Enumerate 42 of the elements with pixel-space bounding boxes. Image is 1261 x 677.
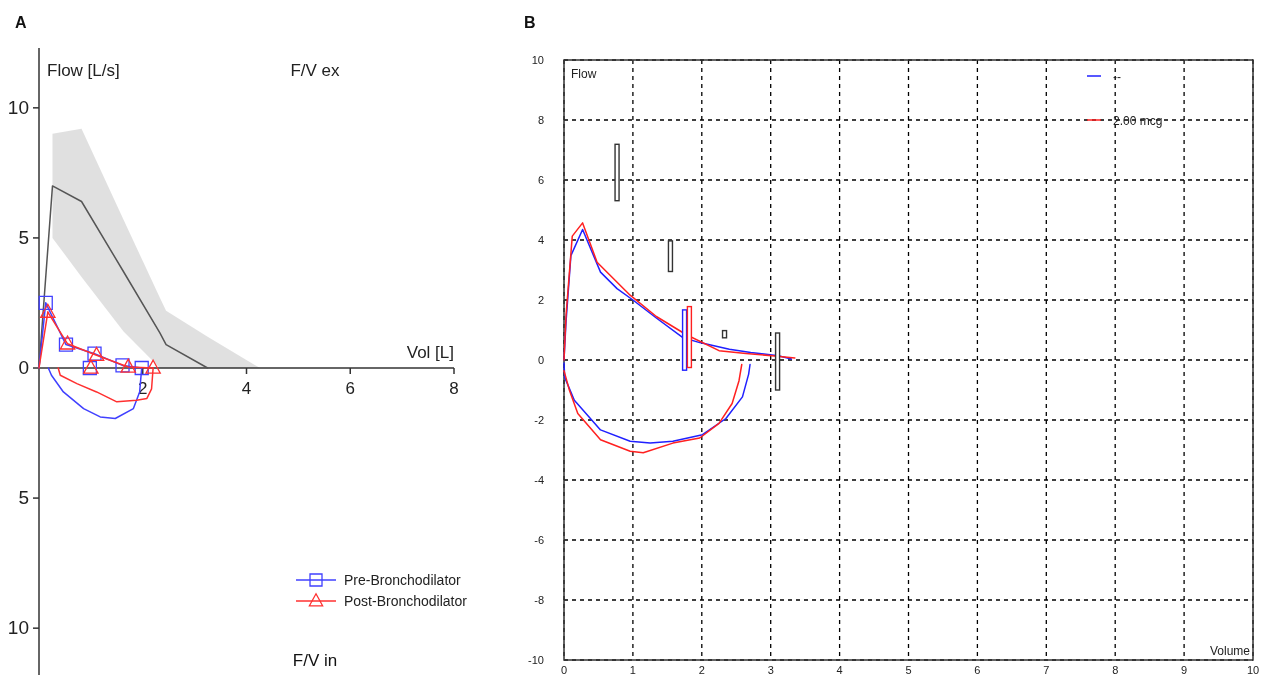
legend-label: Pre-Bronchodilator	[344, 572, 462, 588]
y-tick-label: 6	[537, 174, 544, 186]
x-axis-title: Vol [L]	[406, 343, 454, 362]
x-tick-label: 8	[1112, 664, 1119, 676]
y-tick-label: 5	[18, 487, 29, 509]
y-tick-label: -2	[534, 414, 544, 426]
y-tick-label: 0	[537, 354, 544, 366]
x-tick-label: 7	[1043, 664, 1050, 676]
y-axis-title: Flow [L/s]	[47, 61, 120, 80]
x-tick-label: 0	[560, 664, 568, 676]
y-tick-label: 4	[537, 234, 544, 246]
y-tick-label: -10	[528, 654, 544, 666]
x-tick-label: 6	[345, 379, 355, 398]
x-tick-label: 3	[767, 664, 774, 676]
y-tick-label: 8	[537, 114, 544, 126]
y-tick-label: 10	[531, 54, 544, 66]
x-tick-label: 4	[241, 379, 252, 398]
y-tick-label: 10	[7, 96, 29, 118]
legend-label: --	[1113, 70, 1121, 84]
x-tick-label: 8	[449, 379, 459, 398]
annotation: F/V in	[292, 651, 338, 670]
x-tick-label: 2	[698, 664, 705, 676]
y-axis-title: Flow	[571, 67, 597, 81]
text: B	[524, 14, 536, 31]
x-tick-label: 4	[836, 664, 843, 676]
x-tick-label: 1	[629, 664, 636, 676]
x-tick-label: 6	[974, 664, 981, 676]
x-tick-label: 10	[1246, 664, 1260, 676]
legend-label: Post-Bronchodilator	[344, 593, 468, 609]
x-axis-title: Volume	[1209, 644, 1251, 658]
x-tick-label: 5	[905, 664, 912, 676]
y-tick-label: 5	[18, 226, 29, 248]
text: F/V ex	[290, 61, 341, 80]
y-tick-label: 0	[18, 357, 29, 378]
y-tick-label: -8	[534, 594, 544, 606]
y-tick-label: -6	[534, 534, 544, 546]
x-tick-label: 9	[1181, 664, 1188, 676]
legend-label: 2.00 mcg	[1113, 114, 1163, 128]
y-tick-label: 2	[537, 294, 544, 306]
y-tick-label: 10	[7, 617, 29, 639]
text: A	[15, 14, 27, 31]
y-tick-label: -4	[534, 474, 544, 486]
